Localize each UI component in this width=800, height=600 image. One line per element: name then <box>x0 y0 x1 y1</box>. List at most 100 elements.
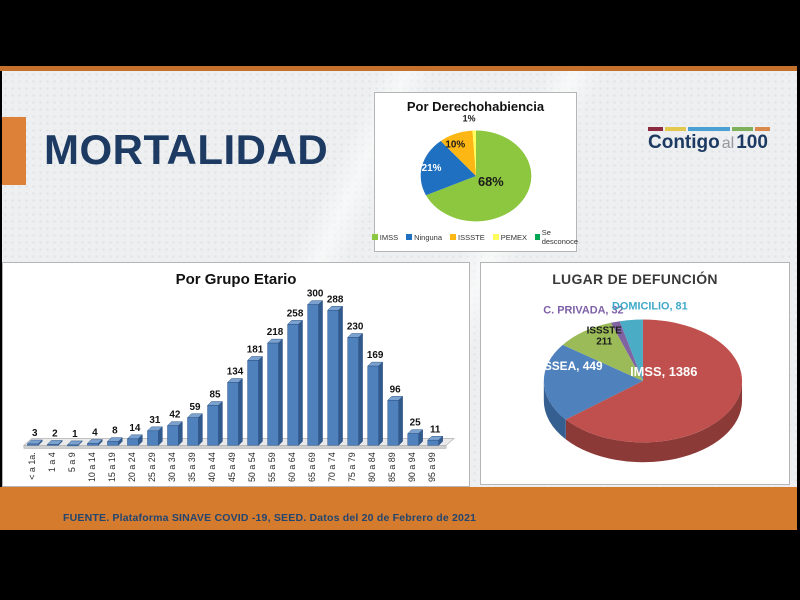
bar-category-label: 45 a 49 <box>227 452 237 482</box>
bar-category-label: 15 a 19 <box>107 452 117 482</box>
bar <box>67 444 79 447</box>
pie-slice-DOMICILIO <box>619 319 643 381</box>
top-orange-strip <box>0 66 800 71</box>
bar <box>87 443 99 446</box>
bar-value-label: 1 <box>72 429 78 440</box>
pie-label: 211 <box>596 336 612 347</box>
legend-label: PEMEX <box>500 232 527 242</box>
pie-chart-derechohabiencia: 68% 21% 10% 1% <box>420 114 532 222</box>
bar-value-label: 8 <box>112 426 118 437</box>
bar-category-label: 90 a 94 <box>407 452 417 482</box>
bar-value-label: 25 <box>410 418 422 429</box>
bar <box>167 425 179 446</box>
bar-side <box>338 305 343 446</box>
pie-label: DOMICILIO, 81 <box>612 301 688 313</box>
legend-item: ISSSTE <box>450 233 485 242</box>
bar-side <box>258 355 263 446</box>
bar <box>387 400 399 446</box>
page-title: MORTALIDAD <box>44 126 329 173</box>
bar <box>367 365 379 446</box>
chart-title-grupo-etario: Por Grupo Etario <box>175 271 297 288</box>
legend-item: IMSS <box>371 233 398 242</box>
bar <box>327 310 339 446</box>
pie-slice-ISSSTE <box>440 130 476 176</box>
bar-side <box>398 395 403 446</box>
logo-word-al: al <box>721 134 735 152</box>
bar-category-label: 30 a 34 <box>167 452 177 482</box>
panel-lugar-de-defuncion: LUGAR DE DEFUNCIÓN IMSS, 1386 ISSEA, 449 I… <box>480 262 790 485</box>
pie-label: 21% <box>422 163 442 174</box>
pie-label: IMSS, 1386 <box>630 364 697 379</box>
bar <box>147 430 159 446</box>
logo-word-contigo: Contigo <box>648 131 720 153</box>
bar <box>247 360 259 446</box>
legend-swatch-icon <box>406 234 413 240</box>
bar-value-label: 181 <box>247 345 264 356</box>
bar-value-label: 288 <box>327 294 344 305</box>
chart-title-lugar-defuncion: LUGAR DE DEFUNCIÓN <box>552 271 718 287</box>
bar <box>307 304 319 446</box>
bar-category-label: 35 a 39 <box>187 452 197 482</box>
pie-label: C. PRIVADA, 32 <box>543 305 623 317</box>
bar <box>407 433 419 446</box>
pie-label: 68% <box>478 174 504 189</box>
bar-value-label: 11 <box>430 424 441 435</box>
bar-value-label: 300 <box>307 289 324 300</box>
bar-value-label: 134 <box>227 367 244 378</box>
legend-swatch-icon <box>492 234 499 240</box>
bar-side <box>318 300 323 446</box>
bar <box>347 337 359 446</box>
bar-value-label: 31 <box>149 415 161 426</box>
bar-category-label: 80 a 84 <box>367 452 377 482</box>
footer-source-text: FUENTE. Plataforma SINAVE COVID -19, SEE… <box>63 512 477 524</box>
pie-slice-side <box>543 380 566 440</box>
logo-bar-segment <box>648 127 664 131</box>
bar <box>127 438 139 446</box>
bar <box>47 444 59 446</box>
bar-category-label: 65 a 69 <box>307 452 317 482</box>
legend-swatch-icon <box>371 234 378 240</box>
pie-label: ISSSTE <box>587 325 623 336</box>
bar-chart-grupo-etario: 3 < a 1a. 2 1 a 4 1 5 a 9 4 10 a 14 8 15 a 19 14 20… <box>23 289 455 482</box>
chart-title-derechohabiencia: Por Derechohabiencia <box>406 99 545 114</box>
logo-text: Contigo al 100 <box>648 131 770 154</box>
pie-slice-PEMEX <box>472 130 476 176</box>
bar-category-label: 60 a 64 <box>287 452 297 482</box>
bar-value-label: 169 <box>367 350 384 361</box>
footer-band: FUENTE. Plataforma SINAVE COVID -19, SEE… <box>0 487 797 530</box>
pie-slice-IMSS <box>565 319 743 443</box>
bar-side <box>378 361 383 446</box>
bar-category-label: 75 a 79 <box>347 452 357 482</box>
bar-side <box>198 413 203 446</box>
bar <box>187 417 199 446</box>
pie-label: 10% <box>445 139 465 150</box>
pie-slice-IMSS <box>425 130 532 222</box>
right-letterbox <box>797 0 800 600</box>
bar-value-label: 258 <box>287 308 304 319</box>
bar <box>107 441 119 446</box>
logo-word-100: 100 <box>736 131 768 153</box>
logo-bar-segment <box>731 127 753 131</box>
title-accent-bar <box>2 117 26 185</box>
legend-item: PEMEX <box>492 232 527 242</box>
contigo-al-100-logo: Contigo al 100 <box>648 127 771 154</box>
bar <box>27 443 39 446</box>
pie-slice-C. PRIVADA <box>610 321 643 381</box>
bar-side <box>238 377 243 446</box>
pie-label: ISSEA, 449 <box>541 359 603 373</box>
legend-derechohabiencia: IMSS Ninguna ISSSTE PEMEX Se desconoce <box>371 228 579 246</box>
bar-category-label: 20 a 24 <box>127 452 137 482</box>
bar-category-label: < a 1a. <box>27 452 37 479</box>
legend-item: Se desconoce <box>534 228 579 246</box>
bar-category-label: 85 a 89 <box>387 452 397 482</box>
bar-category-label: 40 a 44 <box>207 452 217 482</box>
bar-value-label: 4 <box>92 428 98 439</box>
pie-label: 1% <box>463 114 476 124</box>
panel-por-derechohabiencia: Por Derechohabiencia 68% 21% 10% 1% IMSS Nin… <box>371 92 579 252</box>
pie-slice-side <box>565 380 743 463</box>
bar-value-label: 42 <box>169 410 181 421</box>
legend-swatch-icon <box>450 234 457 240</box>
bar-category-label: 25 a 29 <box>147 452 157 482</box>
logo-color-bar <box>648 127 771 131</box>
